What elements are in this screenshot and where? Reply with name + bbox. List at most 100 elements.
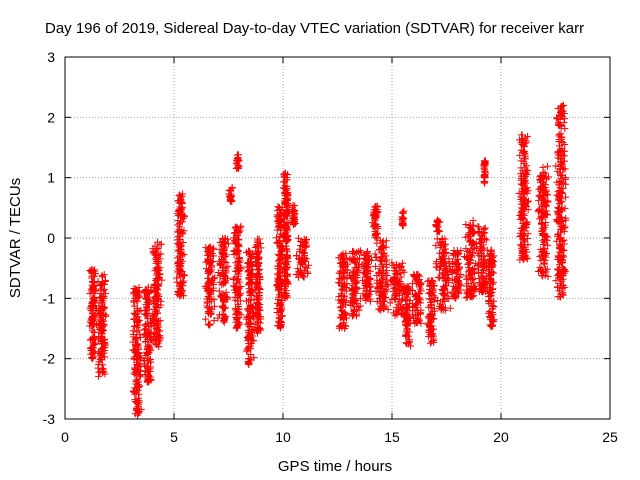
data-point [219,263,227,271]
data-point [97,304,105,312]
data-point [136,354,144,362]
data-point [244,345,252,353]
data-point [86,336,94,344]
data-point [231,293,239,301]
data-point [151,288,159,296]
data-point [254,247,262,255]
data-point [154,333,162,341]
data-point [245,340,253,348]
data-point [216,271,224,279]
data-point [220,272,228,280]
data-point [246,295,254,303]
data-point [248,285,256,293]
data-point [245,312,253,320]
data-point [145,326,153,334]
data-point [234,264,242,272]
y-tick-label: 3 [47,49,55,65]
data-point [480,179,488,187]
data-point [562,193,570,201]
data-point [234,164,242,172]
data-point [281,189,289,197]
data-point [289,201,297,209]
data-point [151,299,159,307]
data-point [89,298,97,306]
data-point [152,285,160,293]
data-point [131,384,139,392]
data-point [149,312,157,320]
data-point [175,212,183,220]
data-point [134,394,142,402]
data-point [277,219,285,227]
data-point [210,317,218,325]
data-point [220,315,228,323]
data-point [232,267,240,275]
data-point [145,341,153,349]
data-point [92,270,100,278]
data-point [98,280,106,288]
data-point [247,356,255,364]
data-point [235,309,243,317]
data-point [233,157,241,165]
x-tick-label: 5 [170,429,178,445]
data-point [175,268,183,276]
data-point [245,247,253,255]
data-point [206,245,214,253]
data-point [276,218,284,226]
data-point [140,289,148,297]
data-point [88,354,96,362]
data-point [150,313,158,321]
data-point [218,258,226,266]
data-point [275,304,283,312]
data-point [275,236,283,244]
data-point [89,317,97,325]
data-point [230,251,238,259]
data-point [245,285,253,293]
data-point [98,340,106,348]
data-point [282,186,290,194]
data-point [181,272,189,280]
data-point [282,234,290,242]
data-point [220,243,228,251]
data-point [88,274,96,282]
data-point [173,278,181,286]
data-point [214,314,222,322]
data-point [177,197,185,205]
data-point [97,317,105,325]
data-point [246,271,254,279]
data-point [135,382,143,390]
data-point [153,238,161,246]
data-point [283,246,291,254]
data-point [130,322,138,330]
data-point [129,338,137,346]
data-point [289,215,297,223]
data-point [256,325,264,333]
data-point [207,252,215,260]
data-point [440,291,448,299]
data-point [481,224,489,232]
data-point [253,261,261,269]
data-point [234,300,242,308]
data-point [175,261,183,269]
data-point [253,242,261,250]
data-point [98,303,106,311]
data-point [152,302,160,310]
data-point [233,286,241,294]
y-tick-label: 1 [47,170,55,186]
data-point [399,220,407,228]
data-point [245,319,253,327]
data-point [88,300,96,308]
data-point [152,304,160,312]
data-point [97,352,105,360]
data-point [155,259,163,267]
y-tick-label: 2 [47,109,55,125]
data-point [175,252,183,260]
data-point [142,310,150,318]
data-point [96,355,104,363]
data-point [205,280,213,288]
data-point [221,235,229,243]
data-point [129,387,137,395]
data-point [176,292,184,300]
data-point [135,352,143,360]
data-point [252,279,260,287]
data-point [144,365,152,373]
